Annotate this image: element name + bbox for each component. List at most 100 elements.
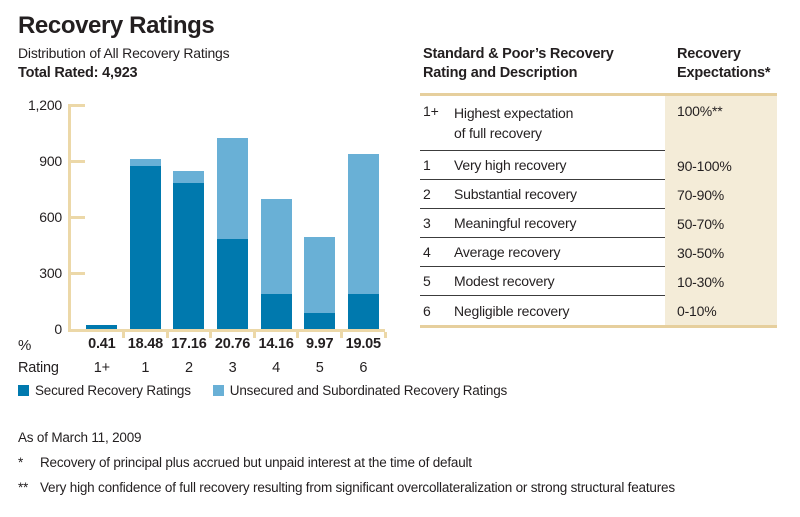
y-axis-tick-label: 1,200 [27, 97, 62, 113]
secured-swatch-icon [18, 385, 29, 396]
table-header-line: Rating and Description [423, 65, 578, 81]
figure-footer: As of March 11, 2009 * Recovery of princi… [18, 430, 675, 505]
percent-label: 0.41 [88, 336, 116, 352]
expectation-cell: 10-30% [665, 267, 777, 296]
bar-slot [167, 105, 211, 329]
percent-label: 20.76 [214, 336, 251, 352]
secured-segment [173, 183, 205, 329]
table-header-rating-description: Standard & Poor’s Recovery Rating and De… [420, 45, 665, 83]
x-axis-line [68, 329, 385, 332]
rating-label: 2 [185, 360, 193, 376]
footnote: * Recovery of principal plus accrued but … [18, 455, 675, 471]
unsecured-segment [173, 171, 205, 183]
expectation-cell: 90-100% [665, 151, 777, 180]
table-header-rule [420, 93, 777, 96]
table-row: 5 Modest recovery 10-30% [420, 267, 777, 296]
y-axis-tick [71, 159, 85, 163]
unsecured-segment [347, 154, 379, 294]
footnote-text: Recovery of principal plus accrued but u… [40, 455, 472, 470]
page-title: Recovery Ratings [18, 12, 215, 39]
description-cell: Average recovery [454, 244, 561, 260]
legend-label-unsecured: Unsecured and Subordinated Recovery Rati… [229, 383, 508, 398]
table-header-expectations: Recovery Expectations* [665, 45, 777, 83]
rating-label: 6 [359, 360, 368, 376]
secured-segment [129, 166, 161, 329]
footnotes: * Recovery of principal plus accrued but … [18, 455, 675, 496]
rating-cell: 1+ [423, 103, 439, 119]
expectation-cell: 0-10% [665, 296, 777, 325]
x-axis-tick [209, 332, 213, 338]
stacked-bar-rating-2 [173, 171, 205, 329]
recovery-expectations-table: Standard & Poor’s Recovery Rating and De… [420, 45, 777, 328]
chart-legend: Secured Recovery Ratings Unsecured and S… [18, 383, 529, 398]
table-row-left: 1 Very high recovery [420, 151, 665, 180]
stacked-bar-rating-1+ [86, 325, 118, 329]
table-body: 1+ Highest expectation of full recovery 10… [420, 96, 777, 325]
percent-label: 19.05 [345, 336, 381, 352]
footnote-marker: * [18, 455, 24, 470]
secured-segment [304, 313, 336, 329]
percent-label: 9.97 [305, 336, 334, 352]
legend-item-secured: Secured Recovery Ratings [18, 383, 191, 398]
percent-label: 14.16 [258, 336, 294, 352]
y-axis-tick [71, 271, 85, 275]
y-axis-line [68, 104, 71, 332]
y-axis-tick [71, 103, 85, 107]
unsecured-swatch-icon [212, 385, 224, 396]
footnote-text: Very high confidence of full recovery re… [40, 480, 675, 495]
stacked-bar-rating-6 [347, 154, 379, 329]
rating-cell: 4 [423, 244, 431, 260]
unsecured-segment [129, 159, 161, 166]
table-header-line: Expectations* [677, 65, 771, 81]
table-row: 1 Very high recovery 90-100% [420, 151, 777, 180]
secured-segment [86, 325, 118, 329]
x-axis-tick [252, 332, 256, 338]
y-axis-tick-label: 600 [39, 209, 62, 225]
percent-label: 17.16 [171, 336, 207, 352]
secured-segment [347, 294, 379, 329]
y-axis-tick-label: 0 [54, 321, 62, 337]
table-row-left: 1+ Highest expectation of full recovery [420, 96, 665, 151]
rating-cell: 3 [423, 215, 431, 231]
rating-cell: 5 [423, 273, 431, 289]
rating-label: 1 [141, 360, 150, 376]
x-axis-tick [122, 332, 126, 338]
rating-label: 1+ [93, 360, 110, 376]
bar-slot [254, 105, 298, 329]
table-row: 3 Meaningful recovery 50-70% [420, 209, 777, 238]
description-cell: Meaningful recovery [454, 215, 577, 231]
table-row-left: 3 Meaningful recovery [420, 209, 665, 238]
figure-header: Recovery Ratings Distribution of All Rec… [18, 12, 230, 81]
table-row: 2 Substantial recovery 70-90% [420, 180, 777, 209]
description-cell: Substantial recovery [454, 186, 577, 202]
rating-label: 5 [315, 360, 324, 376]
expectation-cell: 70-90% [665, 180, 777, 209]
y-axis-tick-label: 300 [39, 265, 62, 281]
chart-subtitle: Distribution of All Recovery Ratings [18, 45, 230, 61]
table-row-left: 5 Modest recovery [420, 267, 665, 296]
table-row-left: 4 Average recovery [420, 238, 665, 267]
description-cell: Negligible recovery [454, 302, 570, 319]
rating-label: 4 [272, 360, 281, 376]
x-axis-tick [165, 332, 169, 338]
y-axis-labels: 1,200 900 600 300 0 [0, 97, 62, 337]
rating-cell: 6 [423, 302, 431, 319]
bar-slot [80, 105, 124, 329]
percent-label: 18.48 [127, 336, 164, 352]
expectation-cell: 50-70% [665, 209, 777, 238]
x-axis-tick [339, 332, 343, 338]
x-axis-tick [296, 332, 300, 338]
table-row: 1+ Highest expectation of full recovery 10… [420, 96, 777, 151]
percent-labels-row: 0.41 18.48 17.16 20.76 14.16 9.97 19.05 [80, 336, 385, 352]
rating-cell: 1 [423, 157, 431, 173]
table-bottom-rule [420, 325, 777, 328]
table-row: 6 Negligible recovery 0-10% [420, 296, 777, 325]
as-of-date: As of March 11, 2009 [18, 430, 142, 445]
footnote: ** Very high confidence of full recovery … [18, 480, 675, 496]
rating-labels-row: 1+ 1 2 3 4 5 6 [80, 360, 385, 376]
secured-segment [217, 239, 249, 329]
stacked-bar-rating-1 [129, 159, 161, 329]
secured-segment [260, 294, 292, 329]
bar-slot [124, 105, 168, 329]
bar-slot [341, 105, 385, 329]
